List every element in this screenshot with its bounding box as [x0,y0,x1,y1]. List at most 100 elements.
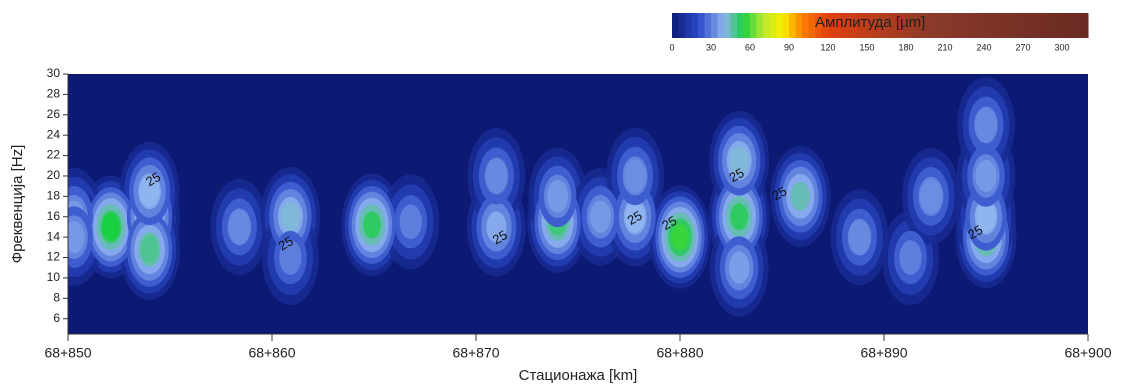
hotspot [348,185,396,264]
colorbar-cell [873,13,881,38]
hotspot [269,181,312,252]
y-tick-label: 16 [47,209,61,223]
contour-band [730,203,749,231]
hotspot [68,206,93,268]
hotspot [86,187,135,267]
colorbar-cell [1055,13,1063,38]
colorbar-tick-label: 180 [898,42,913,52]
colorbar-cell [685,13,692,38]
contour-label: 25 [625,208,645,228]
y-tick-label: 6 [53,311,60,325]
colorbar-cell [691,13,699,38]
hotspot [655,196,705,278]
colorbar-cell [743,13,751,38]
colorbar-cell [938,13,946,38]
colorbar-tick-label: 270 [1015,42,1030,52]
colorbar-cell [919,13,926,38]
colorbar-cell [860,13,868,38]
y-tick-label: 18 [47,189,61,203]
colorbar-cell [893,13,900,38]
contour-field: 25 25 25 25 25 25 25 25 [68,76,1017,317]
colorbar-cell [802,13,809,38]
contour-label: 25 [276,233,296,253]
colorbar-cell [990,13,998,38]
colorbar-cell [971,13,978,38]
y-tick-label: 22 [47,148,61,162]
colorbar-cell [886,13,894,38]
colorbar-cell [899,13,907,38]
colorbar-cell [867,13,874,38]
contour-band [547,180,569,213]
colorbar-tick-label: 90 [784,42,794,52]
y-tick-label: 20 [47,168,61,182]
x-tick-label: 68+900 [1064,345,1111,361]
contour-band [728,251,750,284]
contour-band [228,210,251,244]
y-tick-label: 30 [47,66,61,80]
colorbar-cell [1075,13,1082,38]
contour-label: 25 [965,222,985,242]
hotspot [273,230,307,285]
colorbar-tick-label: 120 [820,42,835,52]
y-tick-label: 10 [47,270,61,284]
hotspot [581,186,620,248]
x-tick-label: 68+870 [452,345,499,361]
contour-band [729,145,749,176]
y-axis-label: Фреквенција [Hz] [9,145,26,264]
y-tick-label: 14 [47,229,61,243]
colorbar-cell [782,13,790,38]
colorbar-cell [932,13,939,38]
colorbar-tick-label: 210 [937,42,952,52]
contour-band [279,240,302,275]
contour-band [140,235,159,264]
hotspot [126,211,173,287]
contour-band [790,181,810,211]
colorbar-cell [925,13,933,38]
contour-band [848,220,871,255]
colorbar-cell [1016,13,1024,38]
contour-band [486,211,507,243]
contour-band [624,159,646,193]
colorbar-cell [789,13,796,38]
colorbar-cell [698,13,705,38]
colorbar-tick-label: 240 [976,42,991,52]
colorbar-cell [945,13,952,38]
hotspot [717,125,761,196]
colorbar-cell [1029,13,1037,38]
colorbar-cell [730,13,738,38]
colorbar-cell [1081,13,1089,38]
contour-label: 25 [727,165,747,185]
colorbar-cell [776,13,783,38]
contour-band [589,200,611,233]
y-tick-label: 12 [47,250,61,264]
hotspot [778,160,823,233]
colorbar-tick-label: 150 [859,42,874,52]
colorbar-tick-label: 300 [1054,42,1069,52]
colorbar-cell [984,13,991,38]
colorbar-cell [808,13,816,38]
hotspot [968,96,1004,154]
colorbar-cell [997,13,1004,38]
colorbar-cell [964,13,972,38]
x-axis-label: Стационажа [km] [519,367,638,384]
contour-band [363,211,381,239]
colorbar-cell [834,13,842,38]
colorbar-cell [672,13,679,38]
hotspot [894,230,927,285]
x-tick-label: 68+850 [44,345,91,361]
colorbar-cell [1049,13,1056,38]
y-tick-label: 24 [47,127,61,141]
contour-band [976,201,996,232]
contour-band [139,176,160,207]
colorbar-cell [828,13,835,38]
y-tick-label: 26 [47,107,61,121]
colorbar-cell [1023,13,1030,38]
colorbar-cell [958,13,965,38]
hotspot [912,167,949,226]
contour-band [280,201,301,232]
colorbar-cell [815,13,822,38]
colorbar-cell [678,13,686,38]
colorbar-cell [854,13,861,38]
hotspot [719,236,759,300]
